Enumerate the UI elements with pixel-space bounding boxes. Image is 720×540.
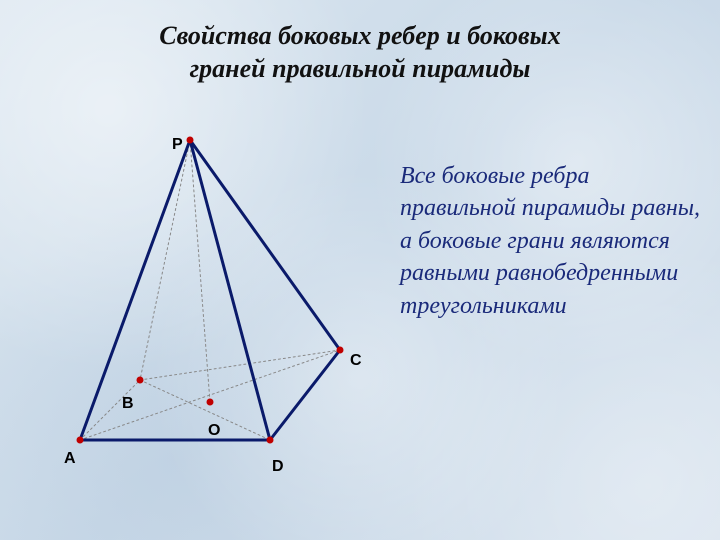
vertex-label-C: C (350, 352, 362, 370)
edge-PD (190, 140, 270, 440)
pyramid-diagram: A B C D P O (60, 120, 380, 480)
theorem-text: Все боковые ребра правильной пирамиды ра… (400, 160, 700, 322)
vertex-label-P: P (172, 136, 183, 154)
vertex-label-D: D (272, 458, 284, 476)
vertex-D (267, 437, 274, 444)
vertex-P (187, 137, 194, 144)
vertex-O (207, 399, 214, 406)
vertex-A (77, 437, 84, 444)
vertex-C (337, 347, 344, 354)
page-title: Свойства боковых ребер и боковых граней … (0, 20, 720, 85)
edge-BD (140, 380, 270, 440)
edge-PC (190, 140, 340, 350)
edge-DC (270, 350, 340, 440)
vertex-label-B: B (122, 395, 134, 413)
vertex-label-O: O (208, 422, 220, 440)
vertex-label-A: A (64, 450, 76, 468)
edge-BC (140, 350, 340, 380)
vertex-B (137, 377, 144, 384)
title-line-1: Свойства боковых ребер и боковых (159, 21, 560, 50)
title-line-2: граней правильной пирамиды (190, 54, 531, 83)
